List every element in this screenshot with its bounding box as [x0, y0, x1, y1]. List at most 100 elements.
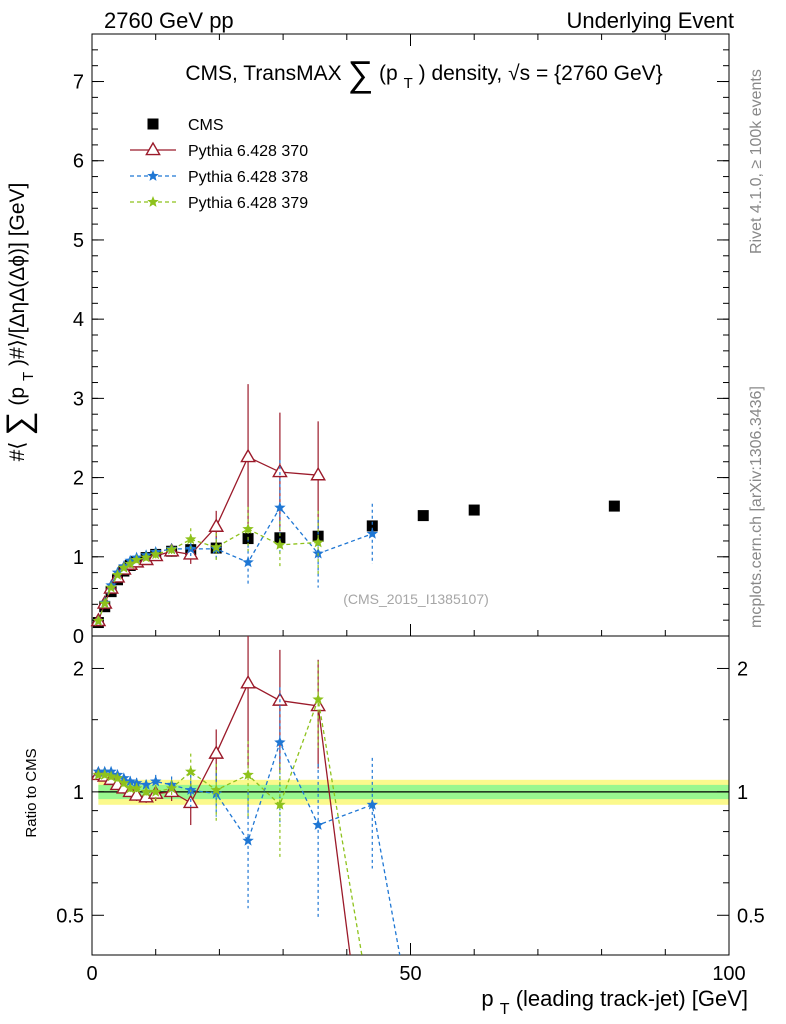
ratio-line — [98, 740, 401, 955]
y-tick-label: 7 — [73, 72, 84, 94]
legend-entry-pythia-6-428-378: Pythia 6.428 378 — [130, 169, 308, 186]
data-point — [608, 500, 620, 512]
data-point — [274, 501, 286, 513]
ratio-y-tick-label-right: 1 — [737, 782, 748, 804]
y-tick-label: 4 — [73, 309, 84, 331]
ratio-point — [140, 785, 152, 797]
legend-entry-cms: CMS — [147, 117, 224, 134]
data-point — [111, 569, 124, 580]
ratio-point — [242, 834, 254, 846]
data-point — [92, 615, 105, 626]
ratio-point — [312, 819, 324, 830]
y-tick-label: 1 — [73, 547, 84, 569]
ratio-line — [98, 696, 363, 955]
data-point — [99, 597, 111, 609]
data-point — [242, 523, 254, 534]
data-point — [130, 554, 143, 565]
main-panel: 0 1 2 3 4 5 6 7 — [73, 33, 730, 648]
data-point — [272, 463, 288, 478]
data-point — [240, 448, 256, 463]
legend-entry-pythia-6-428-370: Pythia 6.428 370 — [130, 141, 308, 160]
legend-label: Pythia 6.428 378 — [188, 169, 308, 186]
ratio-series-pythia-6-428-379 — [92, 661, 363, 955]
legend-label: CMS — [188, 117, 224, 134]
ratio-point — [165, 782, 178, 794]
x-tick-label: 0 — [86, 963, 97, 985]
data-point — [210, 541, 222, 553]
ratio-y-tick-label-right: 2 — [737, 658, 748, 680]
ratio-point — [274, 798, 286, 810]
data-point — [468, 504, 480, 516]
ratio-y-axis-label: Ratio to CMS — [23, 748, 40, 837]
ratio-y-tick-label-right: 0.5 — [737, 905, 765, 927]
data-point — [310, 466, 326, 481]
data-point — [150, 548, 162, 560]
ratio-point — [124, 782, 136, 794]
x-tick-label: 100 — [712, 963, 745, 985]
ratio-point — [185, 765, 197, 777]
series-pythia-6-428-370 — [90, 384, 326, 627]
main-y-axis-label: #⟨ ∑ (p T )#⟩/[ΔηΔ(Δϕ)] [GeV] — [0, 183, 38, 462]
data-point — [140, 551, 152, 563]
ratio-point — [150, 785, 162, 797]
analysis-id: (CMS_2015_I1385107) — [343, 591, 489, 607]
ratio-point — [130, 782, 143, 794]
y-tick-label: 2 — [73, 468, 84, 490]
ratio-point — [99, 768, 111, 780]
ratio-point — [111, 772, 124, 783]
x-axis-label: p T (leading track-jet) [GeV] — [481, 986, 748, 1019]
data-point — [165, 543, 178, 555]
ratio-point — [124, 775, 136, 787]
ratio-point — [150, 775, 162, 787]
data-point — [242, 556, 254, 568]
data-point — [366, 527, 378, 539]
ratio-point — [185, 784, 197, 795]
y-tick-label: 6 — [73, 151, 84, 173]
data-point — [312, 536, 324, 548]
ratio-point — [210, 787, 222, 799]
legend-marker — [147, 118, 159, 130]
x-tick-label: 50 — [399, 963, 421, 985]
legend-label: Pythia 6.428 370 — [188, 143, 308, 160]
ratio-point — [140, 778, 152, 790]
ratio-point — [312, 693, 324, 705]
series-pythia-6-428-379 — [92, 506, 324, 626]
legend-marker — [145, 141, 161, 156]
ratio-point — [128, 787, 145, 801]
ratio-y-tick-label: 2 — [73, 658, 84, 680]
ratio-point — [274, 736, 286, 748]
legend-entry-pythia-6-428-379: Pythia 6.428 379 — [130, 195, 308, 212]
legend-marker — [147, 170, 159, 181]
y-tick-label: 3 — [73, 388, 84, 410]
ratio-point — [210, 784, 222, 795]
y-tick-label: 5 — [73, 230, 84, 252]
legend-label: Pythia 6.428 379 — [188, 195, 308, 212]
y-tick-label: 0 — [73, 626, 84, 648]
data-point — [124, 557, 136, 569]
ratio-point — [92, 768, 105, 780]
legend-marker — [147, 196, 159, 207]
ratio-point — [105, 770, 117, 782]
header-left-label: 2760 GeV pp — [104, 8, 234, 33]
ratio-point — [118, 777, 130, 788]
ratio-line — [98, 682, 351, 955]
header-right-label: Underlying Event — [566, 8, 734, 33]
data-point — [366, 520, 378, 532]
ratio-point — [242, 768, 254, 780]
ratio-point — [366, 798, 378, 810]
legend: CMS Pythia 6.428 370 Pythia 6.428 378 Pythi… — [130, 117, 308, 212]
chart-title: CMS, TransMAX ∑ (p T ) density, √s = {27… — [185, 53, 662, 94]
data-point — [274, 532, 286, 544]
data-point — [208, 518, 225, 532]
data-point — [105, 581, 117, 593]
series-cms — [92, 500, 620, 629]
data-point — [274, 538, 286, 550]
data-point — [185, 533, 197, 545]
data-point — [118, 561, 130, 573]
ratio-y-tick-label: 1 — [73, 782, 84, 804]
ratio-point — [240, 674, 256, 689]
ratio-y-tick-label: 0.5 — [56, 905, 84, 927]
ratio-point — [208, 745, 225, 759]
ratio-panel: 0.5 0.5 1 1 2 2 0 50 100 — [56, 635, 765, 985]
